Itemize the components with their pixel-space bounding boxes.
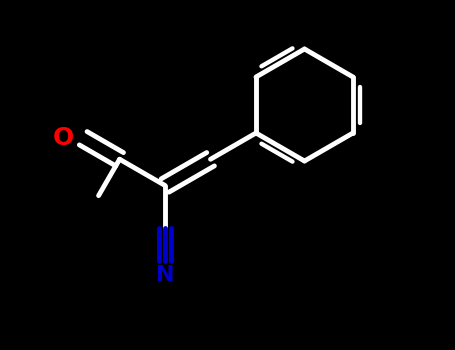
Text: N: N: [156, 265, 174, 285]
Text: O: O: [53, 126, 75, 150]
